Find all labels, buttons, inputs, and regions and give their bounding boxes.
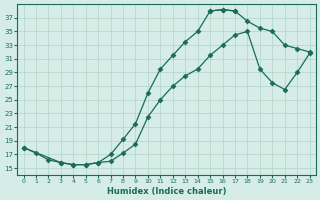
X-axis label: Humidex (Indice chaleur): Humidex (Indice chaleur) [107, 187, 226, 196]
